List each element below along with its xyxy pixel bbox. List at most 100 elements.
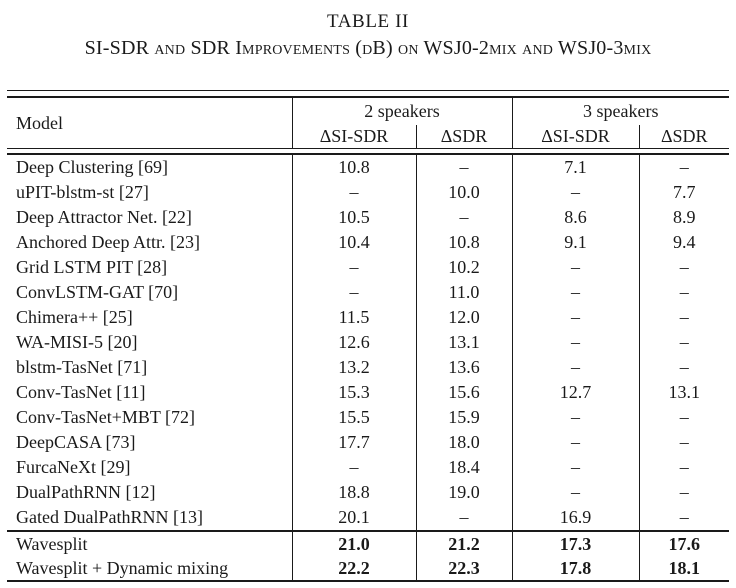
model-cell: Wavesplit + Dynamic mixing xyxy=(7,556,293,582)
rule-line xyxy=(7,148,729,155)
model-cell: blstm-TasNet [71] xyxy=(7,355,293,380)
subheader-sdr-2spk: ΔSDR xyxy=(416,125,513,149)
model-cell: Conv-TasNet [11] xyxy=(7,380,293,405)
value-cell: – xyxy=(512,280,640,305)
value-cell: 18.8 xyxy=(292,480,417,505)
group-header-3-speakers: 3 speakers xyxy=(583,101,659,121)
value-cell: 7.1 xyxy=(512,154,640,180)
results-table: Model 2 speakers 3 speakers ΔSI-SDR ΔSDR… xyxy=(7,90,729,582)
subheader-sdr-3spk: ΔSDR xyxy=(660,126,708,146)
model-cell: Chimera++ [25] xyxy=(7,305,293,330)
value-cell: – xyxy=(679,507,689,527)
value-cell: – xyxy=(292,180,417,205)
value-cell: – xyxy=(512,430,640,455)
value-cell: – xyxy=(679,332,689,352)
model-cell: WA-MISI-5 [20] xyxy=(7,330,293,355)
model-cell: ConvLSTM-GAT [70] xyxy=(7,280,293,305)
value-cell: – xyxy=(292,255,417,280)
value-cell: 13.6 xyxy=(416,355,513,380)
value-cell: – xyxy=(679,257,689,277)
value-cell: – xyxy=(416,154,513,180)
value-cell: – xyxy=(512,180,640,205)
value-cell: 13.2 xyxy=(292,355,417,380)
header-double-rule xyxy=(7,148,729,155)
value-cell: 8.6 xyxy=(512,205,640,230)
value-cell: 13.1 xyxy=(416,330,513,355)
value-cell: – xyxy=(416,505,513,531)
value-cell: 12.7 xyxy=(512,380,640,405)
value-cell: 15.3 xyxy=(292,380,417,405)
table-row: Conv-TasNet+MBT [72] 15.5 15.9 – – xyxy=(7,405,729,430)
table-row: blstm-TasNet [71] 13.2 13.6 – – xyxy=(7,355,729,380)
table-row: WA-MISI-5 [20] 12.6 13.1 – – xyxy=(7,330,729,355)
value-cell: – xyxy=(679,157,689,177)
model-cell: Anchored Deep Attr. [23] xyxy=(7,230,293,255)
table-row: DeepCASA [73] 17.7 18.0 – – xyxy=(7,430,729,455)
table-row: Deep Clustering [69] 10.8 – 7.1 – xyxy=(7,154,729,180)
group-header-row: Model 2 speakers 3 speakers xyxy=(7,97,729,149)
model-cell: FurcaNeXt [29] xyxy=(7,455,293,480)
value-cell: 10.8 xyxy=(292,154,417,180)
value-cell: 15.5 xyxy=(292,405,417,430)
rule-line xyxy=(7,90,729,98)
value-cell: – xyxy=(679,482,689,502)
table-row: Chimera++ [25] 11.5 12.0 – – xyxy=(7,305,729,330)
table-row: ConvLSTM-GAT [70] – 11.0 – – xyxy=(7,280,729,305)
value-cell: 9.4 xyxy=(673,232,696,252)
value-cell: 22.3 xyxy=(416,556,513,582)
value-cell: 10.8 xyxy=(416,230,513,255)
value-cell: – xyxy=(512,480,640,505)
value-cell: 16.9 xyxy=(512,505,640,531)
value-cell: 13.1 xyxy=(668,382,701,402)
table-caption: TABLE II SI-SDR and SDR Improvements (dB… xyxy=(0,0,736,60)
table-row: Wavesplit + Dynamic mixing 22.2 22.3 17.… xyxy=(7,556,729,582)
value-cell: 10.2 xyxy=(416,255,513,280)
value-cell: – xyxy=(512,355,640,380)
value-cell: – xyxy=(512,455,640,480)
model-cell: Gated DualPathRNN [13] xyxy=(7,505,293,531)
value-cell: 15.9 xyxy=(416,405,513,430)
value-cell: – xyxy=(679,357,689,377)
value-cell: 10.5 xyxy=(292,205,417,230)
value-cell: – xyxy=(679,282,689,302)
table-row: Deep Attractor Net. [22] 10.5 – 8.6 8.9 xyxy=(7,205,729,230)
table-number: TABLE II xyxy=(327,11,409,32)
subheader-si-sdr-3spk: ΔSI-SDR xyxy=(512,125,640,149)
model-cell: Wavesplit xyxy=(7,530,293,556)
model-cell: Deep Clustering [69] xyxy=(7,154,293,180)
table-title: SI-SDR and SDR Improvements (dB) on WSJ0… xyxy=(84,37,652,59)
value-cell: 22.2 xyxy=(292,556,417,582)
value-cell: 12.6 xyxy=(292,330,417,355)
table-row: uPIT-blstm-st [27] – 10.0 – 7.7 xyxy=(7,180,729,205)
value-cell: 18.1 xyxy=(639,556,729,582)
table-row: Gated DualPathRNN [13] 20.1 – 16.9 – xyxy=(7,505,729,531)
value-cell: 21.2 xyxy=(416,530,513,556)
value-cell: 18.0 xyxy=(416,430,513,455)
sub-header-row: ΔSI-SDR ΔSDR ΔSI-SDR ΔSDR xyxy=(7,125,729,149)
value-cell: – xyxy=(679,307,689,327)
table-row: Anchored Deep Attr. [23] 10.4 10.8 9.1 9… xyxy=(7,230,729,255)
value-cell: – xyxy=(512,305,640,330)
model-column-header: Model xyxy=(7,97,293,149)
value-cell: – xyxy=(512,330,640,355)
table-row: Conv-TasNet [11] 15.3 15.6 12.7 13.1 xyxy=(7,380,729,405)
value-cell: 18.4 xyxy=(416,455,513,480)
value-cell: 20.1 xyxy=(292,505,417,531)
value-cell: – xyxy=(679,457,689,477)
value-cell: – xyxy=(679,407,689,427)
value-cell: 15.6 xyxy=(416,380,513,405)
value-cell: 9.1 xyxy=(512,230,640,255)
model-cell: uPIT-blstm-st [27] xyxy=(7,180,293,205)
value-cell: 7.7 xyxy=(673,182,696,202)
model-cell: Conv-TasNet+MBT [72] xyxy=(7,405,293,430)
model-cell: Grid LSTM PIT [28] xyxy=(7,255,293,280)
model-cell: DualPathRNN [12] xyxy=(7,480,293,505)
model-cell: DeepCASA [73] xyxy=(7,430,293,455)
value-cell: 12.0 xyxy=(416,305,513,330)
table-row: FurcaNeXt [29] – 18.4 – – xyxy=(7,455,729,480)
value-cell: 17.3 xyxy=(512,530,640,556)
value-cell: – xyxy=(512,255,640,280)
value-cell: – xyxy=(679,432,689,452)
table-row: Wavesplit 21.0 21.2 17.3 17.6 xyxy=(7,530,729,556)
